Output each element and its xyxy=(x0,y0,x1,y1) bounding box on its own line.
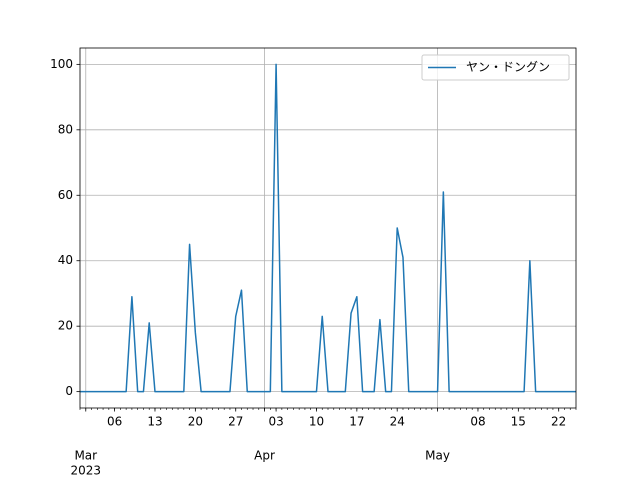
y-tick-label: 20 xyxy=(58,319,73,333)
data-line xyxy=(80,63,576,393)
x-tick-label: 06 xyxy=(107,415,122,429)
year-label: 2023 xyxy=(70,464,101,478)
legend-label: ヤン・ドングン xyxy=(466,60,550,74)
x-tick-label: 27 xyxy=(228,415,243,429)
x-tick-label: 08 xyxy=(470,415,485,429)
y-tick-label: 0 xyxy=(65,384,73,398)
legend-box xyxy=(421,54,570,81)
x-tick-label: 20 xyxy=(188,415,203,429)
month-label: May xyxy=(425,449,450,463)
x-tick-label: 10 xyxy=(309,415,324,429)
x-tick-label: 13 xyxy=(147,415,162,429)
month-label: Apr xyxy=(254,449,275,463)
y-tick-label: 40 xyxy=(58,253,73,267)
y-tick-label: 80 xyxy=(58,122,73,136)
x-tick-label: 15 xyxy=(511,415,526,429)
y-tick-label: 100 xyxy=(50,57,73,71)
axes-frame xyxy=(79,47,577,409)
y-tick-label: 60 xyxy=(58,188,73,202)
x-tick-label: 03 xyxy=(268,415,283,429)
x-tick-label: 22 xyxy=(551,415,566,429)
legend: ヤン・ドングン xyxy=(421,54,570,81)
x-tick-label: 24 xyxy=(390,415,405,429)
x-tick-label: 17 xyxy=(349,415,364,429)
month-label: Mar xyxy=(74,449,97,463)
